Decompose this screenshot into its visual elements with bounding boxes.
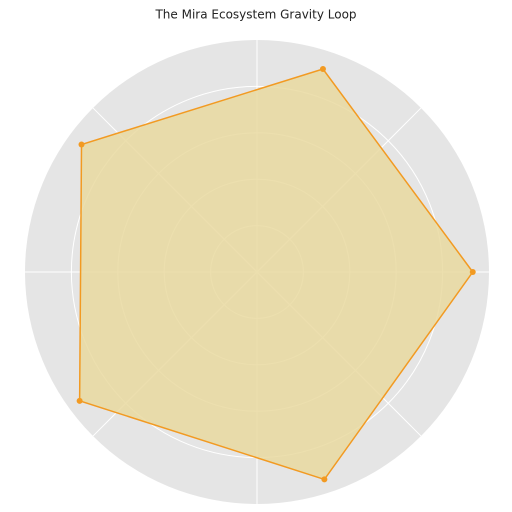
radar-point	[78, 141, 85, 148]
radar-point	[469, 269, 476, 275]
radar-point	[319, 66, 326, 73]
radar-point	[321, 476, 328, 483]
chart-title: The Mira Ecosystem Gravity Loop	[154, 8, 356, 22]
radar-point	[76, 397, 83, 404]
radar-area	[78, 68, 474, 481]
